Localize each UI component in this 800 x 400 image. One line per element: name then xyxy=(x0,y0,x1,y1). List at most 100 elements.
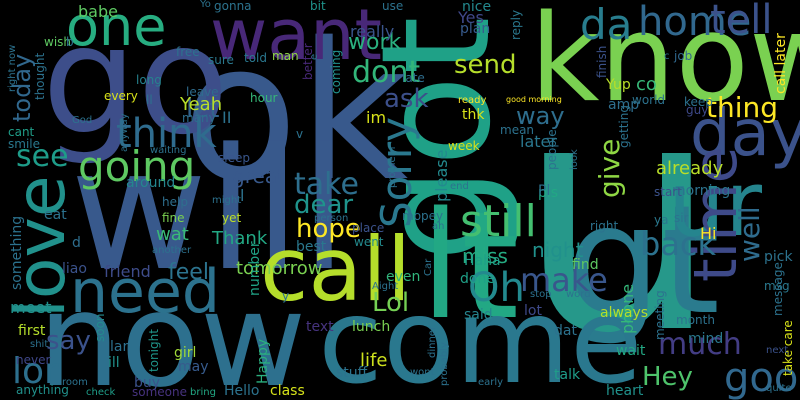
word: will xyxy=(70,112,348,308)
word: thk xyxy=(462,107,485,123)
word: msg xyxy=(764,279,790,293)
word: ok xyxy=(182,2,409,223)
word: help xyxy=(162,195,188,209)
word: work xyxy=(348,30,402,55)
word: co xyxy=(636,74,657,95)
word: start xyxy=(654,185,682,199)
word: Thank xyxy=(212,228,268,249)
word: Aight xyxy=(372,281,399,292)
word: wont xyxy=(410,367,435,378)
word: tell xyxy=(710,0,773,43)
word: ur xyxy=(668,152,763,257)
word: make xyxy=(520,261,608,299)
word: good morning xyxy=(506,95,562,104)
word: pls xyxy=(538,185,559,201)
word: Oh xyxy=(468,265,525,311)
word: talk xyxy=(554,367,581,383)
word: fine xyxy=(162,211,185,225)
word: wat xyxy=(156,224,189,245)
word: cant xyxy=(8,125,35,139)
word: class xyxy=(270,383,305,399)
word: lor xyxy=(12,351,59,392)
word: right now xyxy=(7,44,18,92)
word: now xyxy=(38,264,307,400)
word: always xyxy=(600,305,649,321)
word: please xyxy=(432,149,451,202)
word: Haha xyxy=(464,253,501,269)
word: gt xyxy=(566,174,721,348)
word: girl xyxy=(174,345,197,361)
word: anything xyxy=(16,383,69,397)
word: want xyxy=(210,0,382,76)
word: b xyxy=(66,35,74,49)
word: go xyxy=(42,0,229,168)
word: dat xyxy=(554,323,577,339)
word: babe xyxy=(78,2,118,21)
word: way xyxy=(516,102,565,130)
word: da xyxy=(580,0,633,49)
word: let xyxy=(186,94,220,124)
word: went xyxy=(354,235,384,249)
word: around xyxy=(126,175,176,191)
word: bit xyxy=(310,0,326,13)
word: dinner xyxy=(427,325,438,358)
word: sir xyxy=(674,211,689,225)
word: wait xyxy=(616,343,646,359)
word: text xyxy=(306,319,334,335)
word: Car xyxy=(423,258,434,276)
word: dont xyxy=(352,55,421,90)
word: friend xyxy=(104,262,151,281)
word: d xyxy=(72,235,81,251)
word: u xyxy=(517,32,720,400)
word: ah xyxy=(432,221,445,232)
word: ill xyxy=(108,355,120,371)
word: hour xyxy=(250,91,278,105)
word: next xyxy=(766,345,789,356)
word: end xyxy=(450,181,469,192)
word: feel xyxy=(168,260,209,285)
word: thing xyxy=(706,91,779,124)
word: someone xyxy=(132,385,187,399)
word: week xyxy=(448,139,480,153)
word: tomorrow xyxy=(236,258,323,279)
word: hope xyxy=(296,214,361,244)
word: back xyxy=(640,225,717,263)
word: waiting xyxy=(150,145,187,156)
word: better xyxy=(301,43,315,80)
word: may xyxy=(178,359,209,375)
word: sure xyxy=(208,53,234,67)
word: early xyxy=(478,377,504,388)
word: free xyxy=(176,45,200,59)
word: call xyxy=(260,218,412,321)
word: tonight xyxy=(147,329,161,372)
word: going xyxy=(78,142,196,191)
word: heart xyxy=(606,383,644,399)
word: another xyxy=(152,245,192,256)
word: Hey xyxy=(642,362,693,392)
word: y xyxy=(282,289,290,303)
word: said xyxy=(464,307,493,323)
word: Yes xyxy=(458,8,484,27)
word: smile xyxy=(8,137,40,151)
word: Hello xyxy=(224,383,260,399)
word: much xyxy=(658,327,742,362)
word: anyway xyxy=(119,113,130,152)
word: world xyxy=(632,93,666,107)
word: room xyxy=(62,377,88,388)
word: people xyxy=(545,129,559,170)
word: ask xyxy=(384,84,429,114)
word: Lol xyxy=(372,288,410,318)
word: ll xyxy=(146,93,153,107)
word: home xyxy=(638,0,752,45)
word: might xyxy=(212,195,242,206)
word: come xyxy=(318,272,643,400)
word: getting xyxy=(617,105,631,148)
word: know xyxy=(530,0,800,129)
word: already xyxy=(656,158,724,179)
word: number xyxy=(247,241,263,296)
word: liao xyxy=(62,261,87,277)
word: quite xyxy=(766,383,792,394)
word: many xyxy=(182,111,216,125)
word: Yup xyxy=(606,77,631,93)
word: lt xyxy=(420,180,520,352)
